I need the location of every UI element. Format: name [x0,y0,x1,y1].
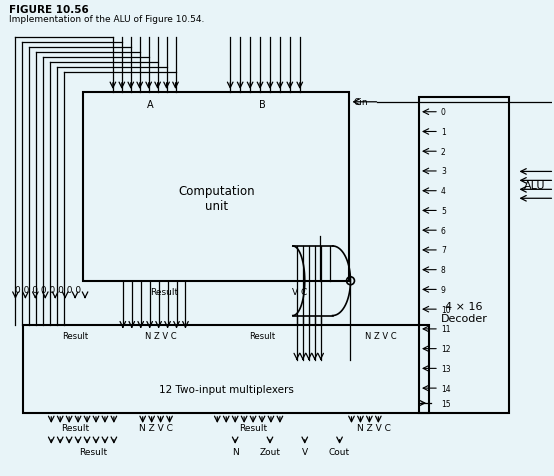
Text: B: B [259,99,265,109]
Text: 14: 14 [441,384,450,393]
Text: Computation
unit: Computation unit [178,184,255,212]
Text: 15: 15 [441,399,450,407]
Bar [83,93,350,281]
Text: Cout: Cout [329,447,350,456]
Text: V C: V C [292,287,307,296]
Text: N Z V C: N Z V C [138,423,172,432]
Text: 7: 7 [441,246,446,255]
Text: Result: Result [61,423,89,432]
Text: Result: Result [62,331,88,340]
Text: 0: 0 [441,108,446,117]
Text: 4: 4 [441,187,446,196]
Text: Result: Result [151,287,178,296]
Text: 2: 2 [441,148,446,157]
Text: ALU: ALU [524,181,545,191]
Text: 11: 11 [441,325,450,334]
Text: Zout: Zout [259,447,280,456]
Text: N Z V C: N Z V C [145,331,176,340]
Text: 4 × 16
Decoder: 4 × 16 Decoder [440,301,488,323]
Text: 12: 12 [441,345,450,353]
Text: 0 0 0 0 0 0 0 0: 0 0 0 0 0 0 0 0 [16,286,81,295]
Text: 5: 5 [441,207,446,216]
Text: 13: 13 [441,364,450,373]
Text: V: V [302,447,308,456]
Text: N Z V C: N Z V C [366,331,397,340]
Text: 6: 6 [441,226,446,235]
Text: 10: 10 [441,305,450,314]
Text: Implementation of the ALU of Figure 10.54.: Implementation of the ALU of Figure 10.5… [9,15,205,24]
Text: Result: Result [79,447,107,456]
Text: 8: 8 [441,266,446,275]
Text: 9: 9 [441,285,446,294]
Text: Result: Result [239,423,267,432]
Text: FIGURE 10.56: FIGURE 10.56 [9,5,89,15]
Text: 12 Two-input multiplexers: 12 Two-input multiplexers [159,384,294,394]
Text: N Z V C: N Z V C [357,423,391,432]
Text: A: A [147,99,154,109]
Text: Cin: Cin [353,98,368,107]
Text: N: N [232,447,239,456]
Bar [419,98,509,413]
Text: Result: Result [249,331,275,340]
Text: 3: 3 [441,167,446,176]
Bar [23,326,429,413]
Text: 1: 1 [441,128,446,137]
